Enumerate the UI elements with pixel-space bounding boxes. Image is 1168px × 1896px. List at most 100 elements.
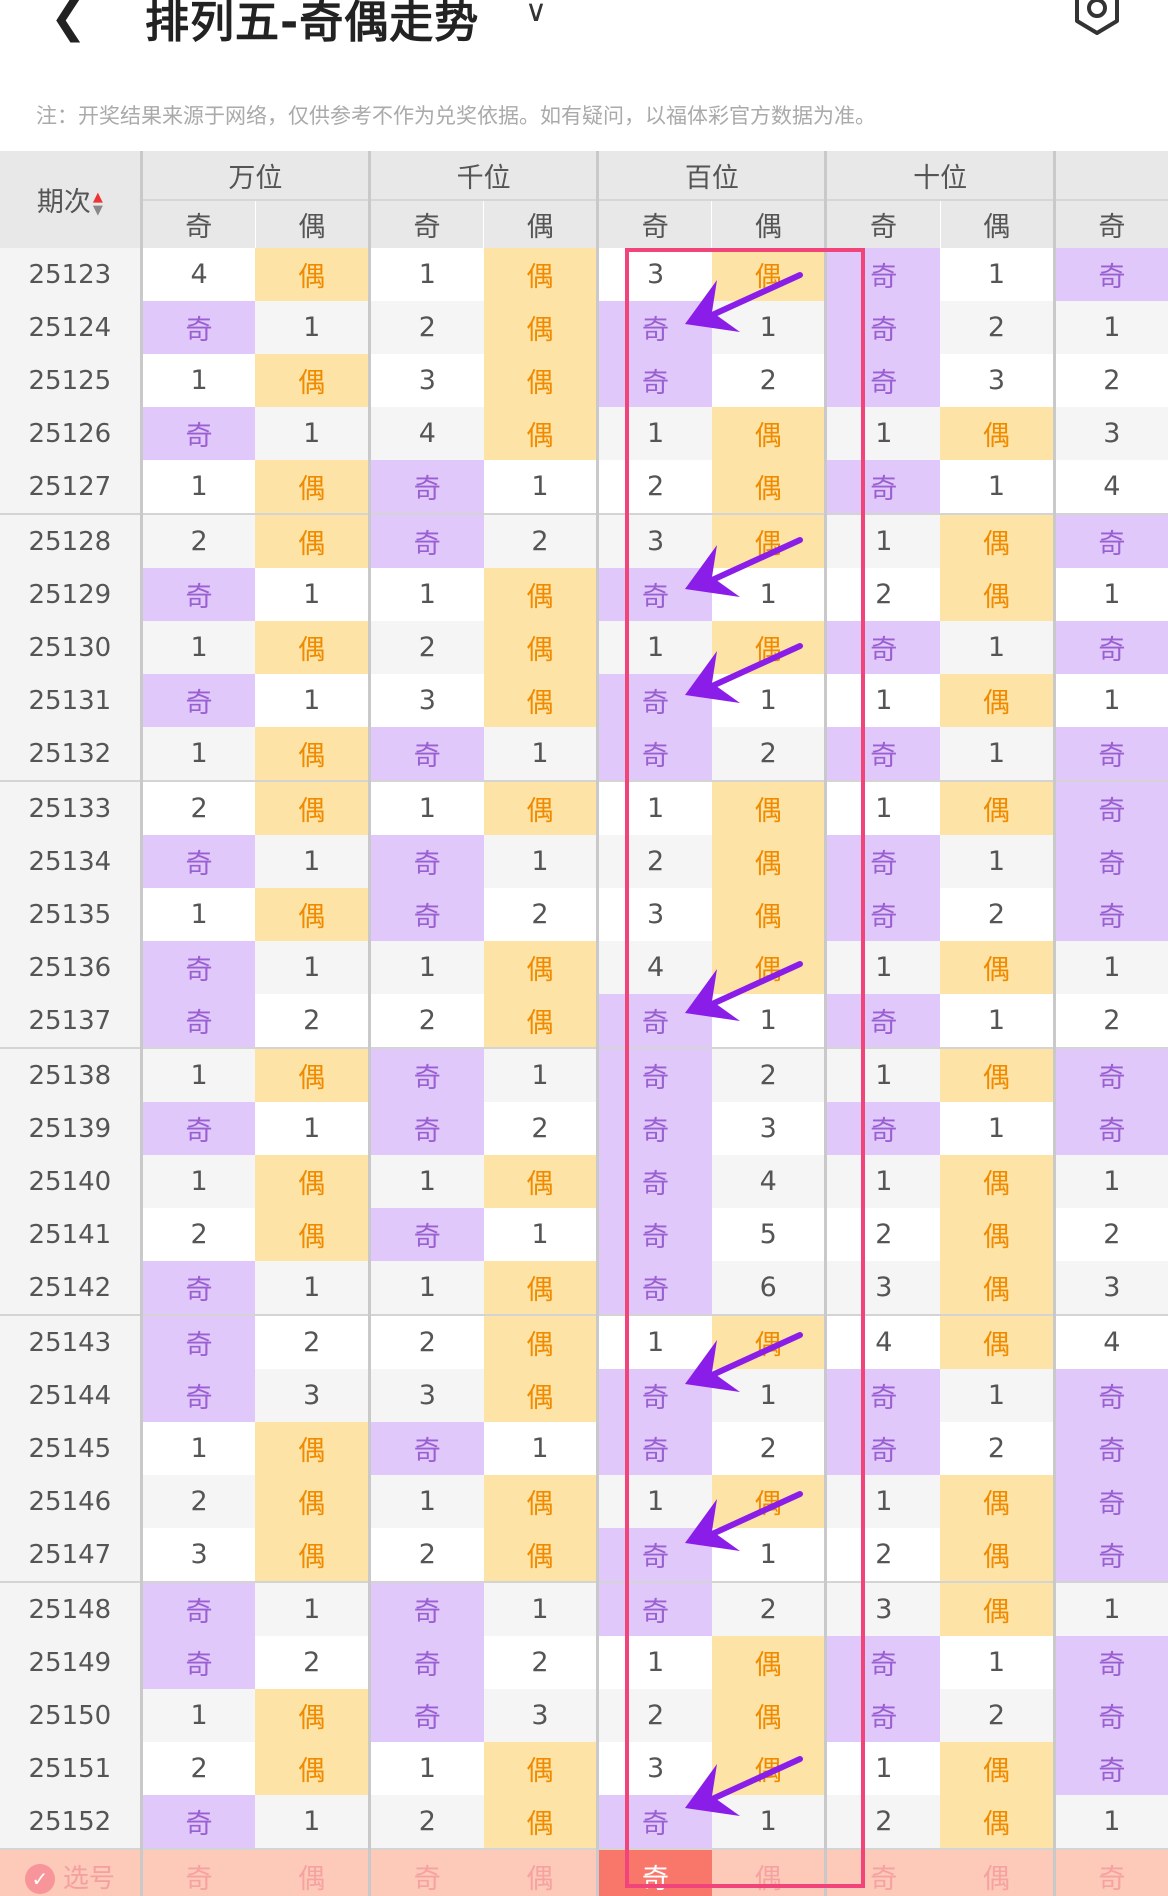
issue-number: 25140 (0, 1155, 143, 1208)
pick-label-text: 选号 (62, 1863, 115, 1894)
even-marker: 偶 (483, 248, 598, 301)
sub-header-odd: 奇 (1052, 200, 1168, 248)
omission-count: 1 (255, 301, 370, 354)
even-marker: 偶 (255, 888, 370, 941)
pick-label[interactable]: ✓ 选号 (0, 1848, 143, 1896)
omission-count: 1 (367, 1742, 484, 1795)
issue-number: 25135 (0, 888, 143, 941)
odd-marker: 奇 (367, 1208, 484, 1261)
odd-marker: 奇 (596, 1047, 712, 1102)
omission-count: 2 (139, 513, 256, 568)
chevron-down-icon[interactable]: ∨ (525, 0, 547, 29)
sub-header-odd: 奇 (596, 200, 712, 248)
omission-count: 3 (139, 1528, 256, 1582)
omission-count: 1 (940, 1369, 1055, 1422)
pick-option-odd[interactable]: 奇 (596, 1848, 712, 1896)
odd-marker: 奇 (367, 460, 484, 514)
even-marker: 偶 (940, 1208, 1055, 1261)
check-circle-icon[interactable]: ✓ (24, 1864, 55, 1894)
omission-count: 4 (1052, 1314, 1168, 1369)
issue-header[interactable]: 期次 ▲ ▼ (0, 151, 142, 248)
pick-option-odd[interactable]: 奇 (824, 1848, 941, 1896)
trend-table-container[interactable]: 期次 ▲ ▼ 万位 千位 百位 十位 奇偶奇偶奇偶奇偶奇 25123 4 偶 1 偶 3 偶奇 1… (0, 151, 1168, 1896)
pick-option-even[interactable]: 偶 (255, 1848, 370, 1896)
omission-count: 1 (483, 1422, 598, 1475)
omission-count: 2 (255, 994, 370, 1048)
pick-option-odd[interactable]: 奇 (139, 1848, 256, 1896)
omission-count: 1 (255, 941, 370, 994)
table-row: 25129 奇 1 1 偶奇 1 2 偶 1 (0, 568, 1168, 621)
even-marker: 偶 (483, 301, 598, 354)
odd-marker: 奇 (824, 994, 941, 1048)
table-row: 25130 1 偶 2 偶 1 偶奇 1 奇 (0, 621, 1168, 674)
table-row: 25124 奇 1 2 偶奇 1 奇 2 1 (0, 301, 1168, 354)
odd-marker: 奇 (596, 674, 712, 727)
omission-count: 1 (139, 888, 256, 941)
omission-count: 2 (1052, 994, 1168, 1048)
group-header-qian: 千位 (367, 151, 598, 201)
even-marker: 偶 (255, 727, 370, 781)
omission-count: 1 (255, 1261, 370, 1315)
odd-marker: 奇 (824, 354, 941, 407)
omission-count: 3 (596, 248, 712, 301)
omission-count: 1 (139, 1155, 256, 1208)
pick-option-even[interactable]: 偶 (483, 1848, 598, 1896)
odd-marker: 奇 (1052, 1422, 1168, 1475)
omission-count: 2 (483, 1102, 598, 1155)
even-marker: 偶 (940, 674, 1055, 727)
omission-count: 2 (1052, 1208, 1168, 1261)
omission-count: 1 (711, 1369, 826, 1422)
even-marker: 偶 (711, 513, 826, 568)
omission-count: 4 (824, 1314, 941, 1369)
even-marker: 偶 (483, 1261, 598, 1315)
issue-number: 25124 (0, 301, 143, 354)
omission-count: 2 (139, 1475, 256, 1528)
pick-option-odd[interactable]: 奇 (1052, 1848, 1168, 1896)
omission-count: 1 (139, 354, 256, 407)
odd-marker: 奇 (367, 1636, 484, 1689)
odd-marker: 奇 (1052, 888, 1168, 941)
omission-count: 1 (824, 407, 941, 460)
back-button[interactable]: ❮ (50, 0, 87, 43)
even-marker: 偶 (940, 1528, 1055, 1582)
even-marker: 偶 (255, 1422, 370, 1475)
pick-option-even[interactable]: 偶 (711, 1848, 826, 1896)
sort-icon[interactable]: ▲ ▼ (92, 189, 103, 218)
even-marker: 偶 (711, 941, 826, 994)
omission-count: 1 (711, 674, 826, 727)
omission-count: 1 (139, 1422, 256, 1475)
odd-marker: 奇 (1052, 1102, 1168, 1155)
omission-count: 1 (596, 407, 712, 460)
table-row: 25140 1 偶 1 偶奇 4 1 偶 1 (0, 1155, 1168, 1208)
even-marker: 偶 (940, 1155, 1055, 1208)
omission-count: 1 (367, 780, 484, 835)
top-bar: ❮ 排列五-奇偶走势 ∨ (0, 0, 1168, 60)
settings-icon[interactable] (1072, 0, 1122, 36)
table-row: 25134 奇 1 奇 1 2 偶奇 1 奇 (0, 835, 1168, 888)
omission-count: 1 (711, 1528, 826, 1582)
even-marker: 偶 (483, 568, 598, 621)
issue-number: 25132 (0, 727, 143, 781)
omission-count: 2 (711, 1047, 826, 1102)
even-marker: 偶 (711, 248, 826, 301)
omission-count: 3 (596, 888, 712, 941)
omission-count: 1 (1052, 674, 1168, 727)
odd-marker: 奇 (1052, 727, 1168, 781)
issue-number: 25144 (0, 1369, 143, 1422)
pick-option-odd[interactable]: 奇 (367, 1848, 484, 1896)
omission-count: 1 (824, 1155, 941, 1208)
omission-count: 1 (139, 1689, 256, 1742)
issue-number: 25133 (0, 780, 143, 835)
issue-number: 25128 (0, 513, 143, 568)
even-marker: 偶 (483, 674, 598, 727)
omission-count: 1 (139, 727, 256, 781)
omission-count: 4 (139, 248, 256, 301)
omission-count: 1 (139, 621, 256, 674)
omission-count: 2 (596, 460, 712, 514)
table-row: 25149 奇 2 奇 2 1 偶奇 1 奇 (0, 1636, 1168, 1689)
omission-count: 3 (367, 1369, 484, 1422)
odd-marker: 奇 (139, 1369, 256, 1422)
omission-count: 1 (711, 994, 826, 1048)
even-marker: 偶 (711, 460, 826, 514)
pick-option-even[interactable]: 偶 (940, 1848, 1055, 1896)
